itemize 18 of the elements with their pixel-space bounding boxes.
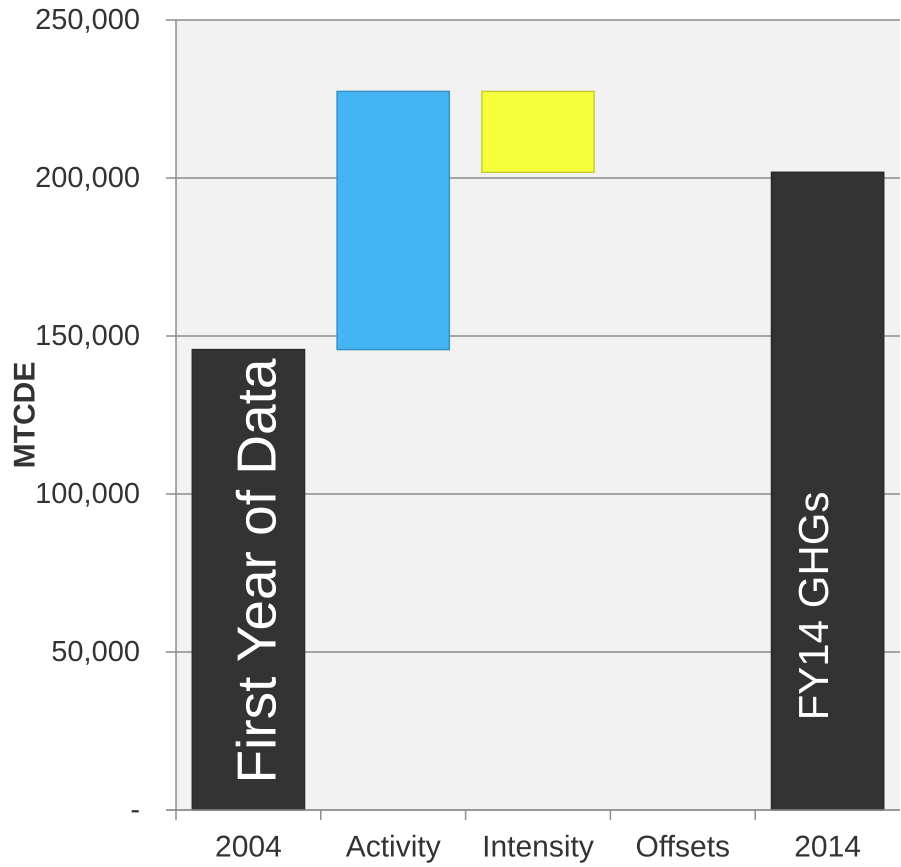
y-tick-label: - <box>130 794 140 826</box>
y-axis-title: MTCDE <box>8 362 42 468</box>
y-tick-label: 200,000 <box>35 162 140 194</box>
bar <box>481 90 595 174</box>
annotation: FY14 GHGs <box>790 492 838 720</box>
x-tick-label: Offsets <box>636 830 730 864</box>
bar <box>192 348 306 811</box>
annotation: First Year of Data <box>225 358 288 784</box>
y-tick-label: 100,000 <box>35 478 140 510</box>
bar <box>336 90 450 350</box>
y-tick-label: 250,000 <box>35 4 140 36</box>
y-tick-label: 50,000 <box>51 636 140 668</box>
bar <box>770 172 884 811</box>
x-tick-label: 2004 <box>215 830 282 864</box>
y-tick-label: 150,000 <box>35 320 140 352</box>
x-tick-label: 2014 <box>794 830 861 864</box>
x-tick-label: Intensity <box>482 830 594 864</box>
x-tick-label: Activity <box>346 830 441 864</box>
